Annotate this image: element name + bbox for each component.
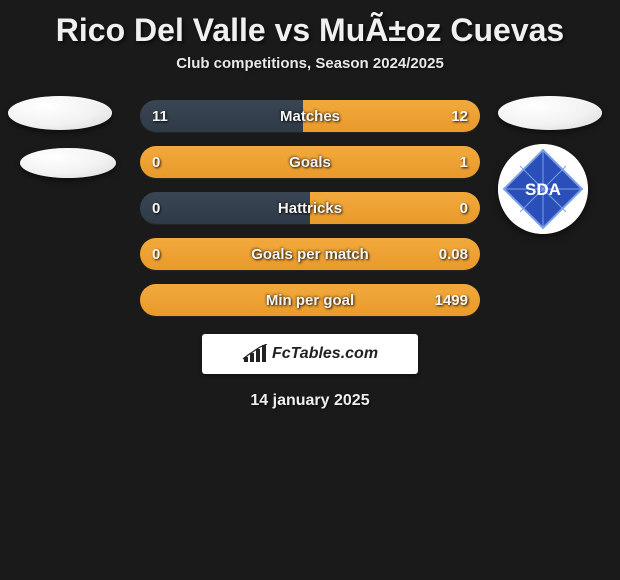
stat-row: 01Goals bbox=[140, 146, 480, 178]
right-badges: SDA bbox=[498, 96, 602, 234]
stat-row: 1112Matches bbox=[140, 100, 480, 132]
club-badge-icon: SDA bbox=[498, 144, 588, 234]
stats-container: 1112Matches01Goals00Hattricks00.08Goals … bbox=[140, 100, 480, 316]
date-text: 14 january 2025 bbox=[0, 392, 620, 410]
stat-row: 00Hattricks bbox=[140, 192, 480, 224]
brand-box: FcTables.com bbox=[202, 334, 418, 374]
stat-left-value: 0 bbox=[152, 238, 160, 270]
stat-right-value: 12 bbox=[451, 100, 468, 132]
left-badges bbox=[8, 96, 116, 178]
stat-right-value: 0.08 bbox=[439, 238, 468, 270]
stat-right-fill bbox=[310, 192, 480, 224]
stat-right-value: 0 bbox=[460, 192, 468, 224]
stat-right-value: 1499 bbox=[435, 284, 468, 316]
subtitle: Club competitions, Season 2024/2025 bbox=[0, 55, 620, 72]
placeholder-badge-top-right bbox=[498, 96, 602, 130]
stat-right-value: 1 bbox=[460, 146, 468, 178]
stat-right-fill bbox=[140, 146, 480, 178]
stat-row: 00.08Goals per match bbox=[140, 238, 480, 270]
stat-left-value: 0 bbox=[152, 192, 160, 224]
club-badge: SDA bbox=[498, 144, 588, 234]
svg-text:SDA: SDA bbox=[525, 180, 561, 199]
bar-chart-icon bbox=[242, 344, 268, 364]
placeholder-badge-top-left bbox=[8, 96, 112, 130]
brand-name: FcTables.com bbox=[272, 345, 378, 363]
stat-row: 1499Min per goal bbox=[140, 284, 480, 316]
placeholder-badge-bottom-left bbox=[20, 148, 116, 178]
stat-left-value: 0 bbox=[152, 146, 160, 178]
main-area: SDA 1112Matches01Goals00Hattricks00.08Go… bbox=[0, 100, 620, 316]
stat-right-fill bbox=[140, 238, 480, 270]
stat-left-value: 11 bbox=[152, 100, 168, 132]
page-title: Rico Del Valle vs MuÃ±oz Cuevas bbox=[0, 0, 620, 55]
stat-left-fill bbox=[140, 192, 310, 224]
stat-right-fill bbox=[140, 284, 480, 316]
